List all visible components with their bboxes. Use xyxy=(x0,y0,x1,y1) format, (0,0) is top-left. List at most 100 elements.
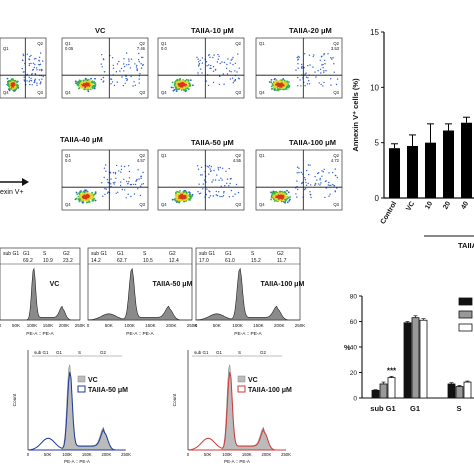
flow-event-dot xyxy=(26,80,28,82)
flow-event-dot xyxy=(88,195,91,198)
treated-histogram xyxy=(188,371,285,451)
flow-event-dot xyxy=(189,83,191,86)
flow-event-dot xyxy=(17,84,19,87)
annexin-bar-chart: 0 5 10 15 Annexin V⁺ cells (%) Control VC 10 20 4… xyxy=(351,28,474,250)
flow-event-dot xyxy=(218,191,220,193)
flow-event-dot xyxy=(225,170,227,172)
flow-event-dot xyxy=(38,59,40,62)
flow-event-dot xyxy=(8,81,11,84)
flow-event-dot xyxy=(81,201,84,204)
flow-event-dot xyxy=(312,66,314,68)
flow-event-dot xyxy=(38,63,40,66)
flow-event-dot xyxy=(174,82,177,85)
flow-event-dot xyxy=(141,183,143,185)
flow-event-dot xyxy=(39,63,42,65)
flow-event-dot xyxy=(113,84,116,87)
flow-event-dot xyxy=(103,71,106,73)
flow-event-dot xyxy=(229,78,231,80)
flow-event-dot xyxy=(82,196,85,199)
flow-event-dot xyxy=(230,189,233,192)
flow-event-dot xyxy=(214,69,217,71)
x-axis-label: PE-A :: PE-A xyxy=(126,331,154,337)
flow-event-dot xyxy=(89,80,92,83)
flow-event-dot xyxy=(234,70,236,72)
flow-event-dot xyxy=(189,197,192,200)
flow-event-dot xyxy=(209,191,211,193)
flow-event-dot xyxy=(138,52,140,55)
flow-event-dot xyxy=(13,82,16,84)
flow-event-dot xyxy=(101,54,103,56)
flow-event-dot xyxy=(110,183,112,185)
flow-event-dot xyxy=(140,185,142,187)
flow-event-dot xyxy=(283,79,286,82)
flow-event-dot xyxy=(320,72,322,74)
flow-event-dot xyxy=(321,64,323,66)
flow-event-dot xyxy=(185,87,187,90)
flow-event-dot xyxy=(81,82,84,85)
flow-event-dot xyxy=(180,80,183,83)
flow-event-dot xyxy=(174,81,176,84)
flow-event-dot xyxy=(189,85,192,87)
gate-value: 10.5 xyxy=(143,258,153,264)
flow-event-dot xyxy=(118,60,120,63)
flow-event-dot xyxy=(287,81,290,83)
flow-event-dot xyxy=(185,190,187,193)
flow-event-dot xyxy=(189,194,192,196)
flow-event-dot xyxy=(88,200,91,203)
flow-plot: Q1 Q2 Q4 Q3 xyxy=(0,37,47,99)
flow-event-dot xyxy=(221,195,223,198)
flow-event-dot xyxy=(103,176,105,179)
flow-plot-title: TAIIA-100 μM xyxy=(289,138,336,147)
flow-event-dot xyxy=(281,198,283,200)
flow-event-dot xyxy=(182,190,185,193)
flow-event-dot xyxy=(82,192,85,195)
flow-event-dot xyxy=(334,168,337,170)
flow-event-dot xyxy=(317,172,319,175)
bar xyxy=(371,389,380,399)
flow-event-dot xyxy=(334,190,336,192)
flow-event-dot xyxy=(218,55,220,57)
histogram-trace xyxy=(0,267,80,321)
flow-event-dot xyxy=(314,182,317,185)
flow-event-dot xyxy=(110,178,112,180)
flow-event-dot xyxy=(185,83,188,86)
flow-event-dot xyxy=(42,75,44,78)
x-axis-label: PE-A :: PE-A xyxy=(224,459,250,464)
flow-event-dot xyxy=(197,191,199,193)
flow-event-dot xyxy=(187,79,190,82)
flow-event-dot xyxy=(78,87,81,89)
flow-event-dot xyxy=(323,71,325,74)
flow-event-dot xyxy=(224,185,226,187)
flow-event-dot xyxy=(284,194,287,196)
flow-event-dot xyxy=(112,64,115,67)
flow-event-dot xyxy=(212,195,214,197)
flow-plot: Q1 Q24.72 Q4 Q3 TAIIA-100 μM xyxy=(255,138,343,211)
quadrant-value-q2: 4.57 xyxy=(137,158,146,163)
flow-event-dot xyxy=(128,60,130,62)
x-tick-label: 100K xyxy=(62,452,72,457)
flow-event-dot xyxy=(314,184,316,186)
histogram-trace xyxy=(87,267,192,321)
y-tick-label: 0 xyxy=(353,396,357,403)
flow-event-dot xyxy=(284,201,286,204)
quadrant-label-q1: Q1 xyxy=(161,41,167,46)
flow-event-dot xyxy=(78,192,80,195)
flow-event-dot xyxy=(120,171,122,173)
flow-event-dot xyxy=(287,191,290,194)
flow-event-dot xyxy=(81,194,84,196)
flow-event-dot xyxy=(331,171,334,174)
flow-event-dot xyxy=(105,188,108,190)
flow-event-dot xyxy=(280,200,283,203)
flow-event-dot xyxy=(134,63,136,65)
flow-event-dot xyxy=(312,55,314,58)
flow-event-dot xyxy=(114,181,116,183)
bar xyxy=(447,383,456,399)
quadrant-value-q2: 7.46 xyxy=(137,46,146,51)
flow-event-dot xyxy=(107,191,109,193)
flow-event-dot xyxy=(14,80,16,82)
flow-event-dot xyxy=(299,79,301,81)
flow-event-dot xyxy=(84,88,86,91)
flow-event-dot xyxy=(217,58,219,60)
gate-name: S xyxy=(238,350,241,355)
flow-event-dot xyxy=(270,198,272,201)
